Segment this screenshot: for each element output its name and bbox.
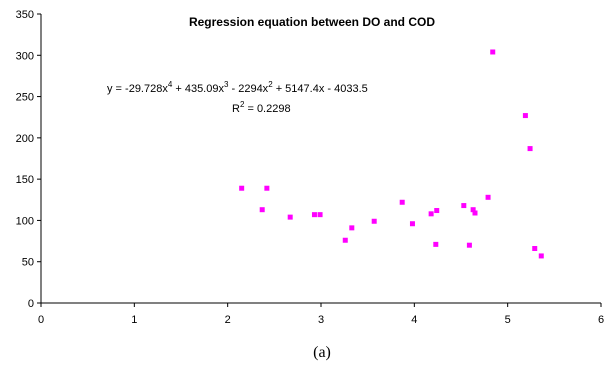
- data-point: [342, 237, 348, 243]
- data-point: [399, 199, 405, 205]
- x-tick-label: 2: [225, 314, 231, 326]
- data-point: [532, 246, 538, 252]
- y-axis-ticks: 0 50 100 150 200 250 300 350: [16, 9, 41, 310]
- data-point: [428, 211, 434, 217]
- data-point: [317, 212, 323, 218]
- r-squared: R2 = 0.2298: [232, 100, 291, 115]
- y-tick-label: 0: [28, 298, 34, 310]
- y-tick-label: 150: [16, 174, 34, 186]
- x-tick-label: 4: [411, 314, 417, 326]
- data-point: [527, 146, 533, 152]
- data-point: [466, 242, 472, 248]
- y-tick-label: 250: [16, 92, 34, 104]
- data-point: [433, 241, 439, 247]
- data-point: [485, 194, 491, 200]
- data-point: [538, 253, 544, 259]
- data-point: [461, 203, 467, 209]
- y-tick-label: 200: [16, 133, 34, 145]
- data-point: [239, 185, 245, 191]
- x-tick-label: 0: [38, 314, 44, 326]
- data-point: [472, 210, 478, 216]
- y-tick-label: 50: [22, 257, 34, 269]
- data-point: [522, 113, 528, 119]
- data-point: [349, 225, 355, 231]
- x-tick-label: 6: [598, 314, 604, 326]
- data-point: [434, 208, 440, 214]
- x-tick-label: 5: [505, 314, 511, 326]
- y-tick-label: 300: [16, 50, 34, 62]
- y-tick-label: 100: [16, 215, 34, 227]
- data-point: [490, 49, 496, 55]
- data-point: [371, 218, 377, 224]
- x-axis-ticks: 0 1 2 3 4 5 6: [38, 303, 604, 326]
- axes: [40, 14, 601, 304]
- data-point: [311, 212, 317, 218]
- chart-title: Regression equation between DO and COD: [189, 15, 435, 29]
- x-tick-label: 3: [318, 314, 324, 326]
- data-point: [470, 207, 476, 213]
- x-tick-label: 1: [131, 314, 137, 326]
- data-point: [287, 214, 293, 220]
- data-point: [409, 221, 415, 227]
- data-point: [264, 185, 270, 191]
- data-points: [239, 49, 544, 259]
- figure-caption: (a): [313, 344, 331, 361]
- y-tick-label: 350: [16, 9, 34, 21]
- data-point: [259, 207, 265, 213]
- regression-equation: y = -29.728x4 + 435.09x3 - 2294x2 + 5147…: [107, 80, 368, 95]
